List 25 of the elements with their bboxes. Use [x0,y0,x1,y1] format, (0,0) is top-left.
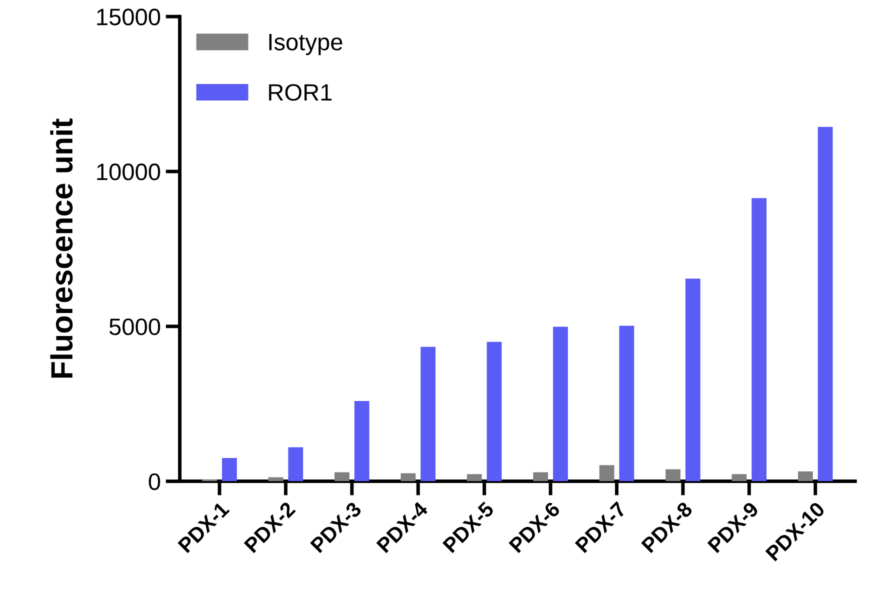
legend-label: Isotype [269,34,342,56]
bar [533,472,548,482]
bar [420,346,436,482]
y-tick-label: 0 [148,473,160,490]
y-tick-label: 10000 [97,164,160,180]
bar [553,326,568,482]
bar [752,198,767,482]
bar [334,472,350,482]
bar [288,447,304,482]
bar [354,401,370,482]
bar [599,465,614,482]
bar [222,458,237,482]
bar [486,342,502,482]
bar [666,469,680,482]
bar [685,278,700,482]
bar [466,474,482,482]
legend-label: ROR1 [269,84,332,101]
bar [619,326,634,482]
y-tick-label: 5000 [109,318,160,336]
y-axis-title: Fluorescence unit [50,118,73,378]
bar [798,471,813,482]
bar [400,473,416,482]
bar [818,126,833,482]
y-tick-label: 15000 [97,8,160,26]
bar [732,474,747,482]
